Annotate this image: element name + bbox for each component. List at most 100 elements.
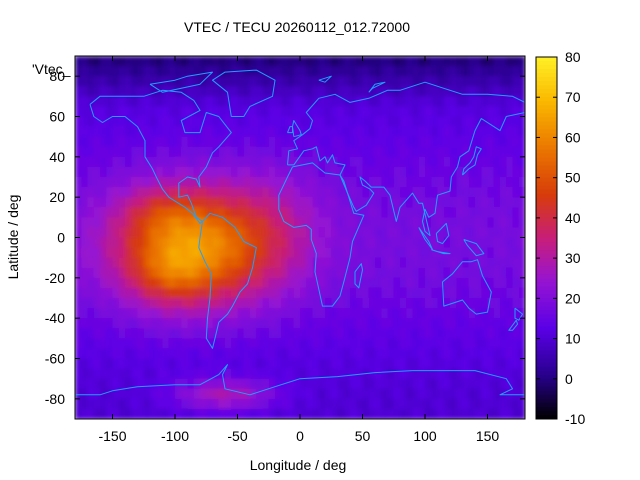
heatmap-cell: [112, 287, 120, 299]
colorbar-segment: [536, 189, 557, 195]
heatmap-cell: [450, 287, 457, 299]
heatmap-cell: [131, 136, 139, 148]
heatmap-cell: [143, 66, 151, 77]
heatmap-cell: [106, 318, 114, 329]
heatmap-cell: [281, 277, 289, 289]
colorbar-tick-label: 30: [565, 250, 581, 266]
heatmap-cell: [475, 348, 482, 360]
heatmap-cell: [518, 56, 525, 67]
heatmap-cell: [200, 398, 207, 410]
heatmap-cell: [512, 136, 520, 148]
heatmap-cell: [350, 348, 357, 360]
heatmap-cell: [268, 187, 276, 198]
heatmap-cell: [93, 338, 101, 350]
heatmap-cell: [506, 237, 514, 249]
heatmap-cell: [362, 56, 370, 67]
heatmap-cell: [225, 338, 232, 350]
heatmap-cell: [518, 76, 525, 87]
heatmap-cell: [162, 358, 170, 370]
heatmap-cell: [337, 408, 345, 419]
heatmap-cell: [468, 166, 476, 178]
heatmap-cell: [281, 156, 289, 168]
heatmap-cell: [387, 207, 395, 218]
heatmap-cell: [518, 237, 525, 249]
heatmap-cell: [375, 66, 382, 77]
heatmap-cell: [212, 116, 220, 128]
colorbar-segment: [536, 298, 557, 303]
heatmap-cell: [393, 126, 401, 138]
heatmap-cell: [218, 247, 226, 259]
heatmap-cell: [250, 146, 257, 158]
heatmap-cell: [487, 177, 495, 188]
heatmap-cell: [175, 298, 182, 309]
heatmap-cell: [225, 166, 232, 178]
heatmap-cell: [300, 378, 307, 390]
colorbar-segment: [536, 246, 557, 251]
colorbar-segment: [536, 390, 557, 396]
heatmap-cell: [518, 207, 525, 218]
heatmap-cell: [93, 398, 101, 410]
coastline: [198, 212, 257, 349]
heatmap-cell: [87, 177, 95, 188]
heatmap-cell: [493, 76, 501, 87]
heatmap-cell: [100, 328, 107, 339]
heatmap-cell: [268, 257, 276, 269]
heatmap-cell: [475, 187, 482, 198]
heatmap-cell: [300, 227, 307, 239]
heatmap-cell: [456, 116, 464, 128]
colorbar-segment: [536, 197, 557, 203]
heatmap-cell: [418, 86, 426, 97]
heatmap-cell: [181, 207, 189, 218]
heatmap-cell: [156, 96, 164, 108]
heatmap-cell: [375, 217, 382, 229]
heatmap-cell: [475, 136, 482, 148]
heatmap-cell: [456, 156, 464, 168]
heatmap-cell: [87, 86, 95, 97]
heatmap-cell: [400, 408, 407, 419]
colorbar-segment: [536, 270, 557, 275]
heatmap-cell: [100, 298, 107, 309]
heatmap-cell: [312, 187, 320, 198]
heatmap-cell: [287, 368, 295, 380]
heatmap-cell: [131, 318, 139, 329]
heatmap-cell: [400, 177, 407, 188]
heatmap-cell: [456, 358, 464, 370]
heatmap-cell: [162, 408, 170, 419]
heatmap-cell: [150, 86, 157, 97]
heatmap-cell: [362, 398, 370, 410]
heatmap-cell: [231, 56, 239, 67]
heatmap-cell: [87, 187, 95, 198]
heatmap-cell: [500, 106, 507, 118]
heatmap-cell: [387, 66, 395, 77]
heatmap-cell: [375, 187, 382, 198]
heatmap-cell: [350, 177, 357, 188]
heatmap-cell: [181, 298, 189, 309]
heatmap-cell: [306, 267, 314, 279]
heatmap-cell: [500, 308, 507, 319]
heatmap-cell: [281, 398, 289, 410]
heatmap-cell: [125, 298, 132, 309]
heatmap-cell: [381, 328, 389, 339]
coastline: [287, 126, 293, 134]
heatmap-cell: [487, 368, 495, 380]
heatmap-cell: [450, 227, 457, 239]
heatmap-cell: [118, 136, 126, 148]
heatmap-cell: [268, 177, 276, 188]
heatmap-cell: [462, 368, 470, 380]
heatmap-cell: [250, 96, 257, 108]
heatmap-cell: [256, 166, 264, 178]
heatmap-cell: [137, 106, 145, 118]
heatmap-cell: [512, 86, 520, 97]
heatmap-cell: [493, 378, 501, 390]
heatmap-cell: [268, 116, 276, 128]
heatmap-cell: [325, 378, 332, 390]
heatmap-cell: [125, 287, 132, 299]
heatmap-cell: [118, 66, 126, 77]
heatmap-cell: [318, 257, 326, 269]
colorbar-tick-label: 50: [565, 170, 581, 186]
heatmap-cell: [400, 76, 407, 87]
heatmap-cell: [443, 56, 451, 67]
heatmap-cell: [325, 308, 332, 319]
heatmap-cell: [256, 177, 264, 188]
heatmap-cell: [212, 136, 220, 148]
